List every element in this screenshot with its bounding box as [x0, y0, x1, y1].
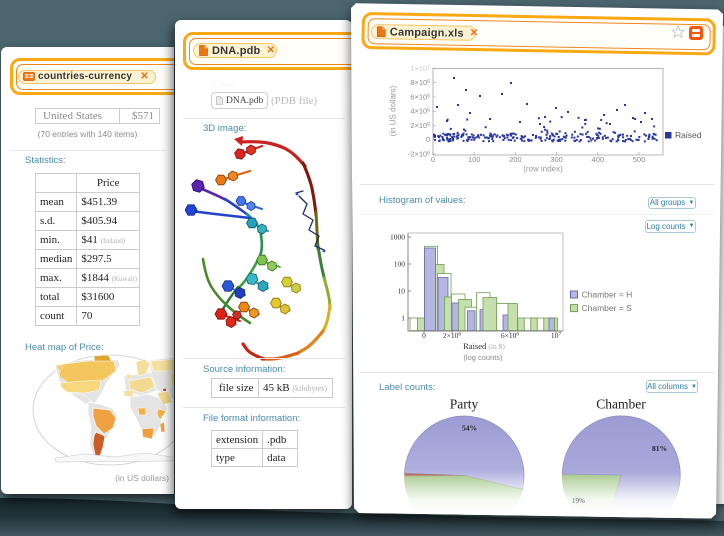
svg-text:100: 100	[394, 260, 406, 269]
svg-text:-2×106: -2×106	[408, 150, 430, 159]
svg-text:Chamber: Chamber	[596, 397, 646, 412]
svg-text:2×106: 2×106	[443, 331, 461, 340]
svg-text:54%: 54%	[462, 424, 477, 433]
svg-text:500: 500	[633, 155, 646, 164]
svg-text:6×106: 6×106	[501, 331, 519, 340]
svg-text:(log counts): (log counts)	[463, 353, 503, 362]
svg-text:100: 100	[468, 155, 481, 164]
svg-text:(row index): (row index)	[523, 165, 563, 174]
svg-text:1: 1	[401, 314, 405, 323]
svg-text:Party: Party	[450, 397, 479, 412]
svg-text:300: 300	[550, 155, 563, 164]
svg-text:Chamber = H: Chamber = H	[582, 290, 633, 300]
svg-text:Raised (in $): Raised (in $)	[463, 341, 505, 351]
svg-text:1×107: 1×107	[410, 64, 430, 73]
svg-text:0: 0	[422, 331, 426, 340]
svg-text:8×106: 8×106	[410, 78, 430, 87]
svg-text:107: 107	[551, 331, 562, 340]
svg-text:1000: 1000	[390, 233, 405, 242]
svg-text:4×106: 4×106	[410, 107, 430, 116]
svg-text:Raised: Raised	[675, 130, 702, 140]
svg-text:6×106: 6×106	[410, 93, 430, 102]
svg-text:81%: 81%	[652, 444, 667, 453]
svg-text:0: 0	[431, 155, 435, 164]
svg-text:Chamber = S: Chamber = S	[582, 303, 633, 313]
svg-text:400: 400	[592, 155, 605, 164]
svg-text:10: 10	[398, 287, 406, 296]
svg-text:2×106: 2×106	[410, 121, 430, 130]
svg-text:200: 200	[509, 155, 522, 164]
svg-text:0: 0	[426, 135, 430, 144]
svg-text:(in US dollars): (in US dollars)	[389, 85, 398, 136]
